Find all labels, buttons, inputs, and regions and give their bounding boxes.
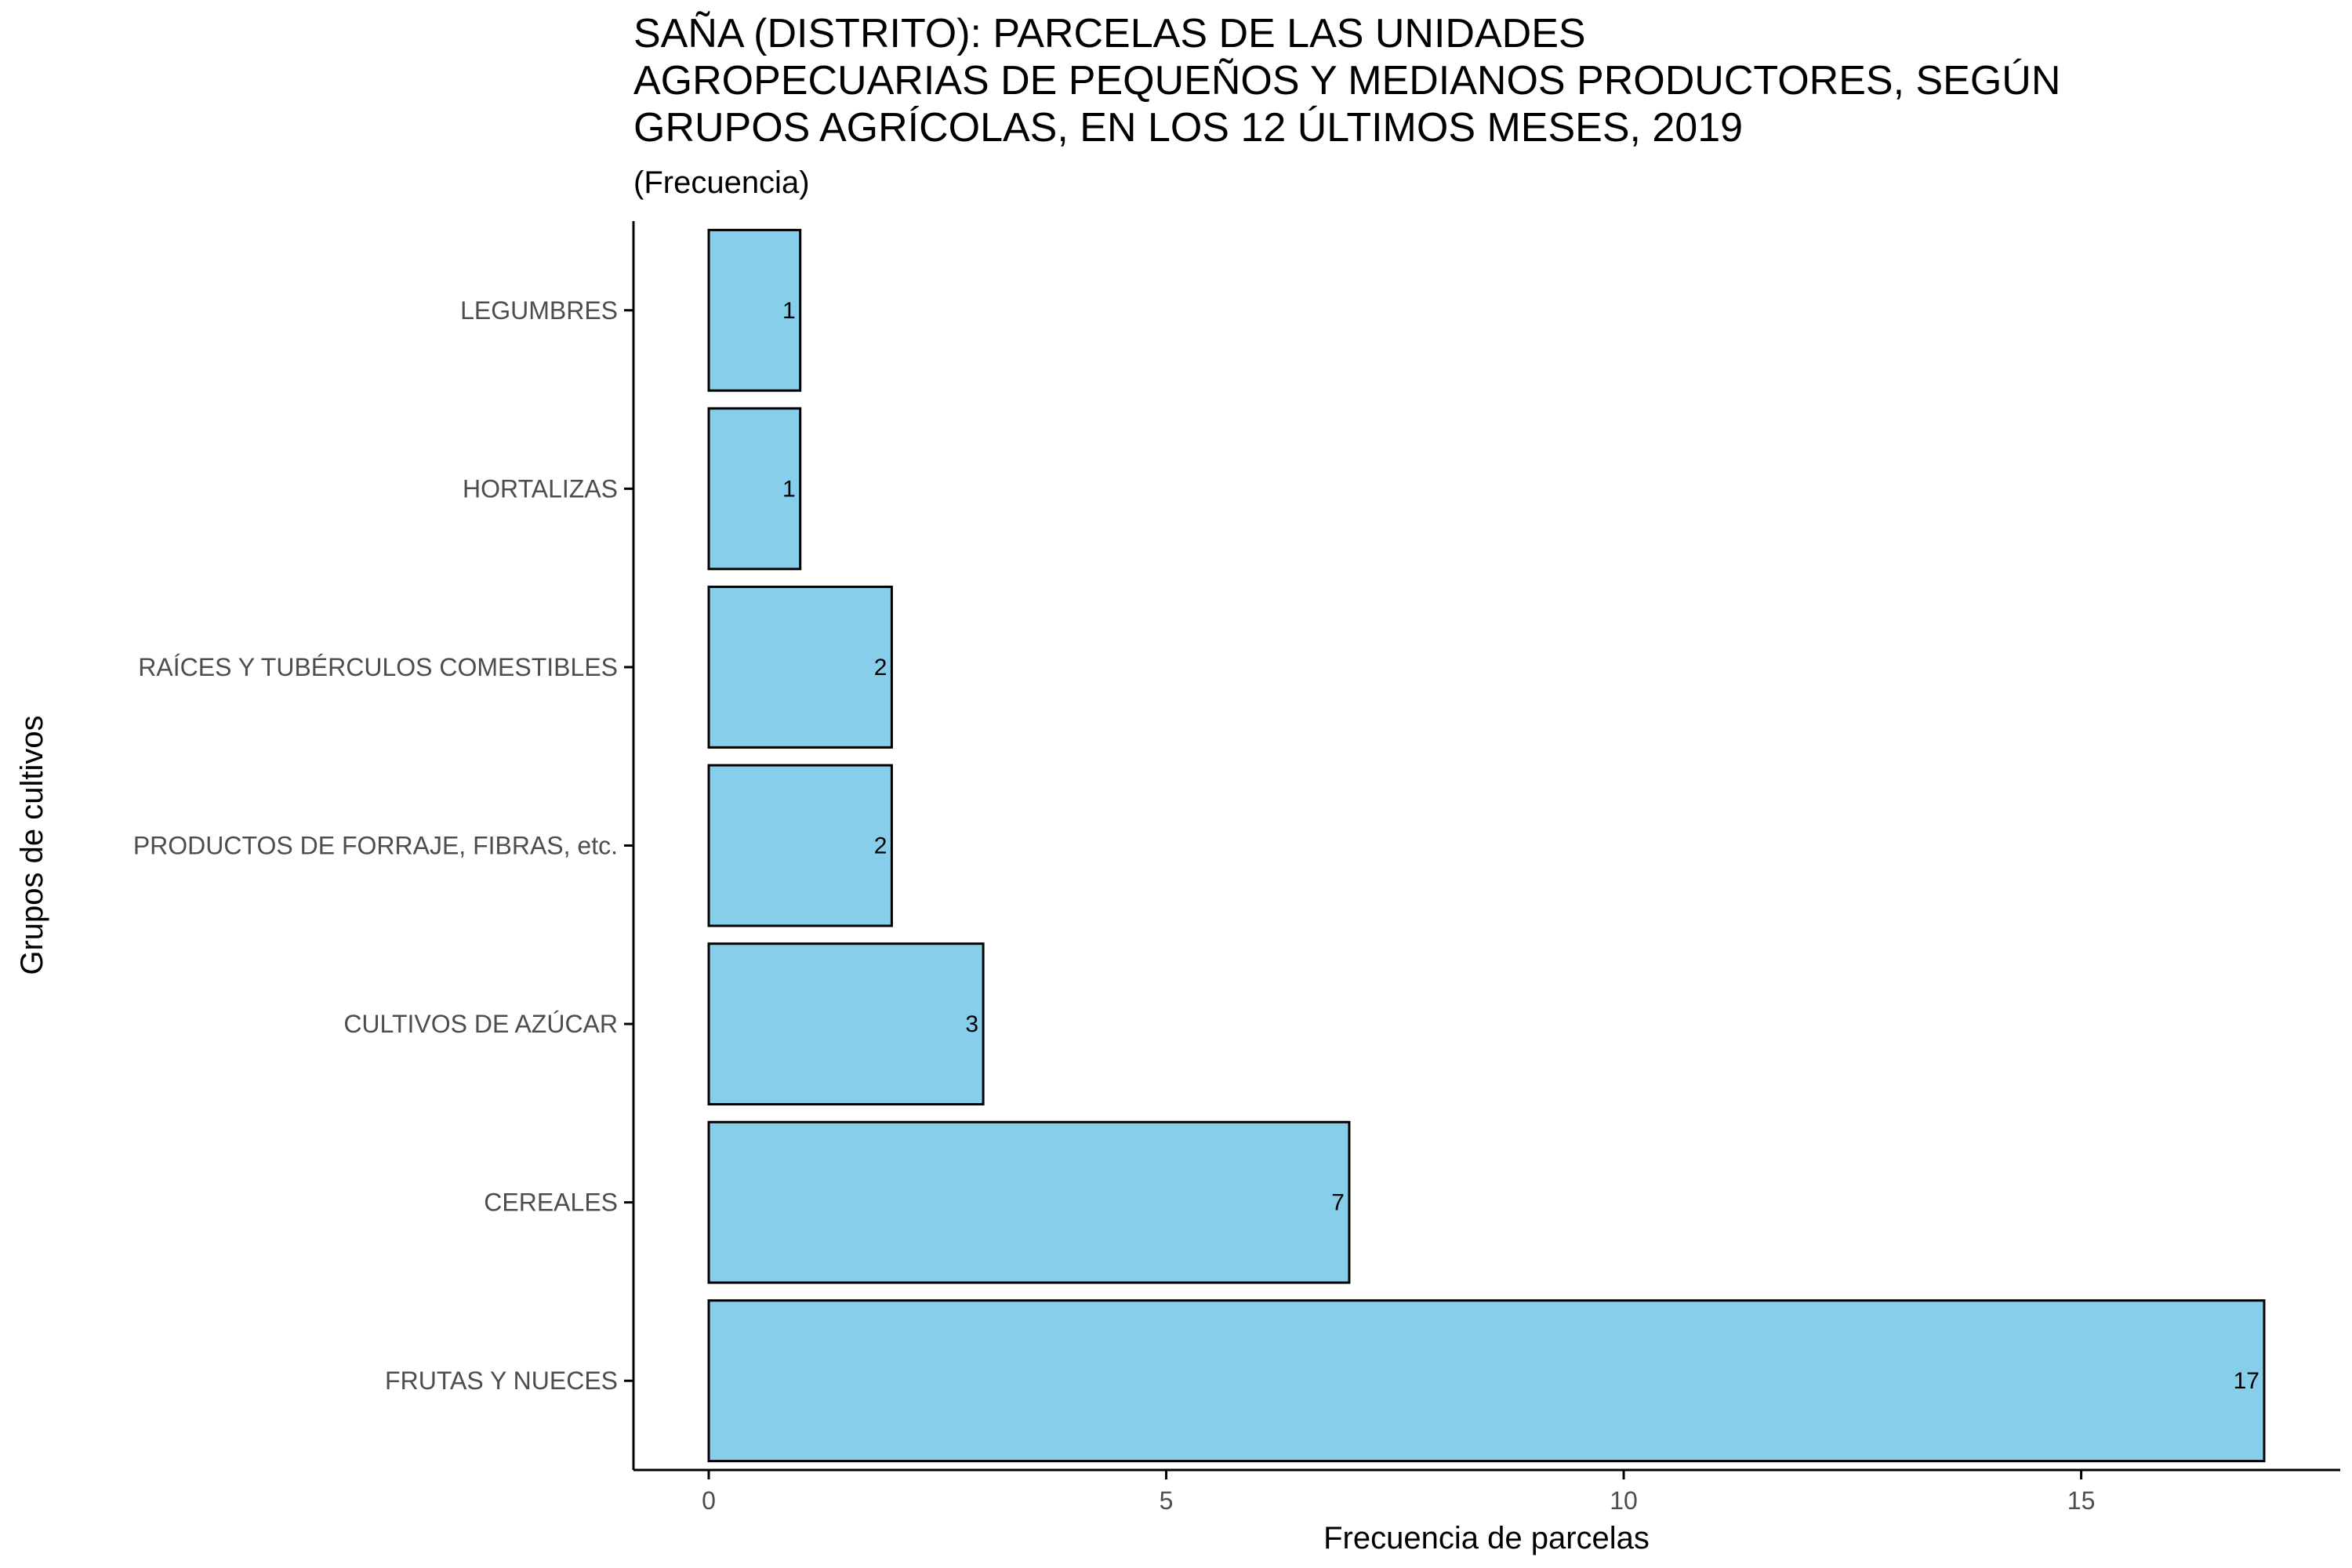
category-label-2: RAÍCES Y TUBÉRCULOS COMESTIBLES [138, 653, 618, 681]
x-tick-label-2: 10 [1610, 1486, 1638, 1515]
data-label-6: 17 [2234, 1368, 2259, 1394]
x-tick-label-3: 15 [2067, 1486, 2096, 1515]
category-label-3: PRODUCTOS DE FORRAJE, FIBRAS, etc. [133, 832, 618, 860]
bar-1 [707, 407, 802, 571]
bar-5 [707, 1120, 1351, 1284]
chart-subtitle: (Frecuencia) [633, 165, 810, 200]
chart-title-line-1: SAÑA (DISTRITO): PARCELAS DE LAS UNIDADE… [633, 11, 1586, 56]
bar-2 [707, 586, 893, 749]
category-label-0: LEGUMBRES [460, 296, 618, 325]
bar-4 [707, 942, 985, 1105]
data-label-3: 2 [874, 833, 887, 859]
x-tick-label-1: 5 [1160, 1486, 1174, 1515]
bar-0 [707, 228, 802, 392]
category-label-5: CEREALES [484, 1189, 618, 1217]
category-label-1: HORTALIZAS [463, 474, 618, 503]
chart-title-line-3: GRUPOS AGRÍCOLAS, EN LOS 12 ÚLTIMOS MESE… [633, 105, 1743, 151]
y-axis-title: Grupos de cultivos [15, 715, 49, 975]
x-axis-title: Frecuencia de parcelas [1323, 1521, 1650, 1555]
data-label-1: 1 [782, 476, 796, 502]
category-label-4: CULTIVOS DE AZÚCAR [343, 1010, 618, 1038]
bar-3 [707, 764, 893, 927]
bar-6 [707, 1299, 2266, 1463]
data-label-4: 3 [965, 1011, 978, 1037]
data-label-2: 2 [874, 655, 887, 681]
data-label-0: 1 [782, 298, 796, 324]
chart-title-line-2: AGROPECUARIAS DE PEQUEÑOS Y MEDIANOS PRO… [633, 58, 2060, 103]
x-tick-label-0: 0 [702, 1486, 716, 1515]
category-label-6: FRUTAS Y NUECES [385, 1367, 618, 1395]
plot-area: 1 LEGUMBRES 1 HORTALIZAS 2 RAÍCES Y TUBÉRCULO… [133, 228, 2266, 1515]
data-label-5: 7 [1331, 1190, 1345, 1216]
